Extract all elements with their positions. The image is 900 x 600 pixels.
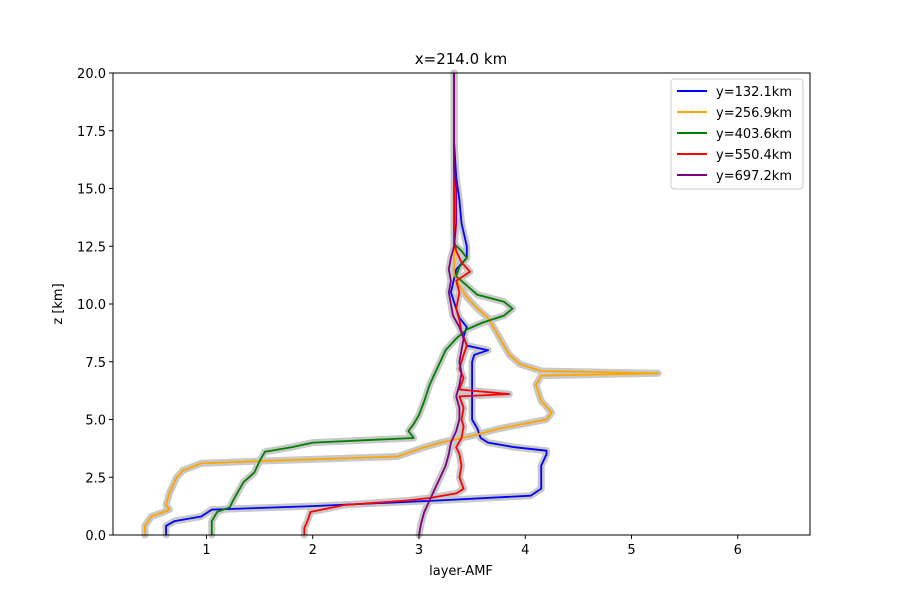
y-tick-label: 12.5 <box>77 240 106 255</box>
legend-label: y=550.4km <box>716 148 792 163</box>
series-lines <box>144 73 659 536</box>
y-axis: 0.0 2.5 5.0 7.5 10.0 12.5 15.0 17.5 20.0 <box>77 67 113 544</box>
legend-label: y=132.1km <box>716 85 792 100</box>
y-tick-label: 15.0 <box>77 183 106 198</box>
series-line-5 <box>418 73 465 536</box>
y-tick-label: 5.0 <box>85 414 106 429</box>
x-tick-label: 4 <box>521 543 529 558</box>
y-axis-label: z [km] <box>51 283 66 324</box>
x-axis-label: layer-AMF <box>429 564 493 579</box>
y-tick-label: 2.5 <box>85 471 106 486</box>
series-line-3 <box>210 73 514 535</box>
x-tick-label: 6 <box>734 543 742 558</box>
y-tick-label: 20.0 <box>77 67 106 82</box>
series-line-1 <box>165 73 548 535</box>
legend-label: y=403.6km <box>716 127 792 142</box>
series-line-4 <box>303 73 511 535</box>
y-tick-label: 0.0 <box>85 529 106 544</box>
legend-box <box>670 78 804 190</box>
x-tick-label: 3 <box>415 543 423 558</box>
series-line-2 <box>144 73 659 535</box>
y-tick-label: 7.5 <box>85 356 106 371</box>
legend-label: y=256.9km <box>716 106 792 121</box>
x-tick-label: 2 <box>309 543 317 558</box>
x-tick-label: 1 <box>202 543 210 558</box>
x-tick-label: 5 <box>627 543 635 558</box>
y-tick-label: 17.5 <box>77 125 106 140</box>
y-tick-label: 10.0 <box>77 298 106 313</box>
chart-title: x=214.0 km <box>415 50 507 68</box>
legend-label: y=697.2km <box>716 169 792 184</box>
legend: y=132.1km y=256.9km y=403.6km y=550.4km y=69… <box>670 78 804 190</box>
x-axis: 1 2 3 4 5 6 <box>202 535 742 558</box>
